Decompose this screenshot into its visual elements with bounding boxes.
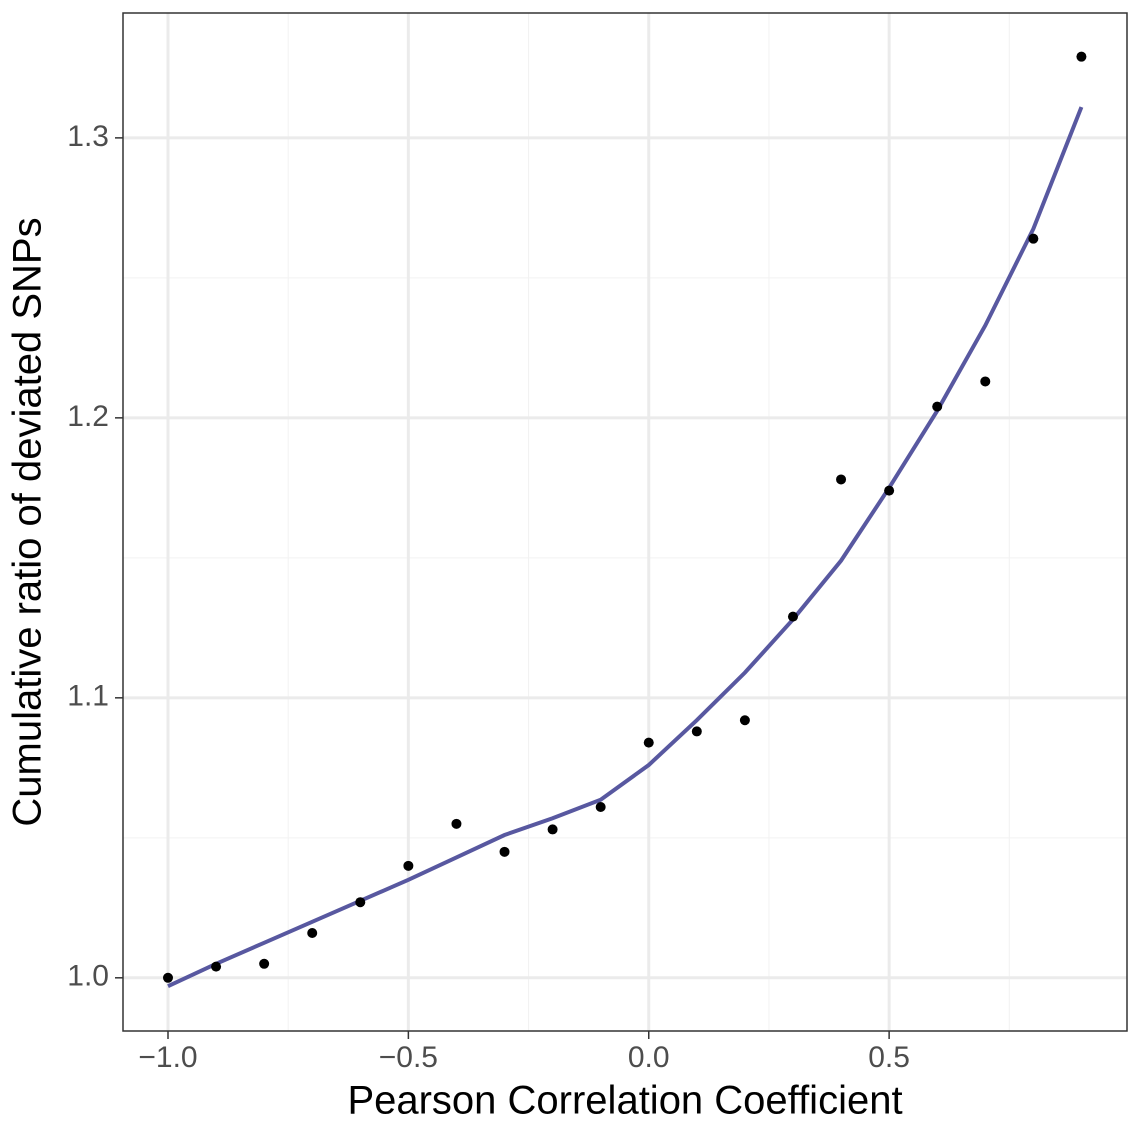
point	[1028, 233, 1039, 244]
point	[884, 485, 895, 496]
point	[595, 802, 606, 813]
marks	[162, 51, 1087, 989]
y-tick-label: 1.3	[67, 120, 109, 153]
point	[403, 860, 414, 871]
x-tick-label: 0.5	[868, 1041, 910, 1074]
x-tick-label: 0.0	[628, 1041, 670, 1074]
point	[355, 897, 366, 908]
y-tick-label: 1.1	[67, 680, 109, 713]
point	[547, 824, 558, 835]
x-axis-title: Pearson Correlation Coefficient	[347, 1079, 902, 1123]
panel-border	[122, 12, 1128, 1032]
point	[211, 961, 222, 972]
point	[1076, 51, 1087, 62]
point	[739, 715, 750, 726]
point	[691, 726, 702, 737]
x-tick-label: −0.5	[379, 1041, 438, 1074]
point	[980, 376, 991, 387]
point	[451, 818, 462, 829]
point	[162, 972, 173, 983]
point	[307, 928, 318, 939]
point	[643, 737, 654, 748]
point	[499, 846, 510, 857]
point	[836, 474, 847, 485]
point	[932, 401, 943, 412]
y-axis-title: Cumulative ratio of deviated SNPs	[6, 217, 50, 826]
point	[787, 611, 798, 622]
grid	[123, 13, 1127, 1031]
y-tick-label: 1.0	[67, 960, 109, 993]
y-tick-label: 1.2	[67, 400, 109, 433]
point	[259, 958, 270, 969]
smooth-line	[167, 106, 1084, 989]
x-tick-label: −1.0	[138, 1041, 197, 1074]
